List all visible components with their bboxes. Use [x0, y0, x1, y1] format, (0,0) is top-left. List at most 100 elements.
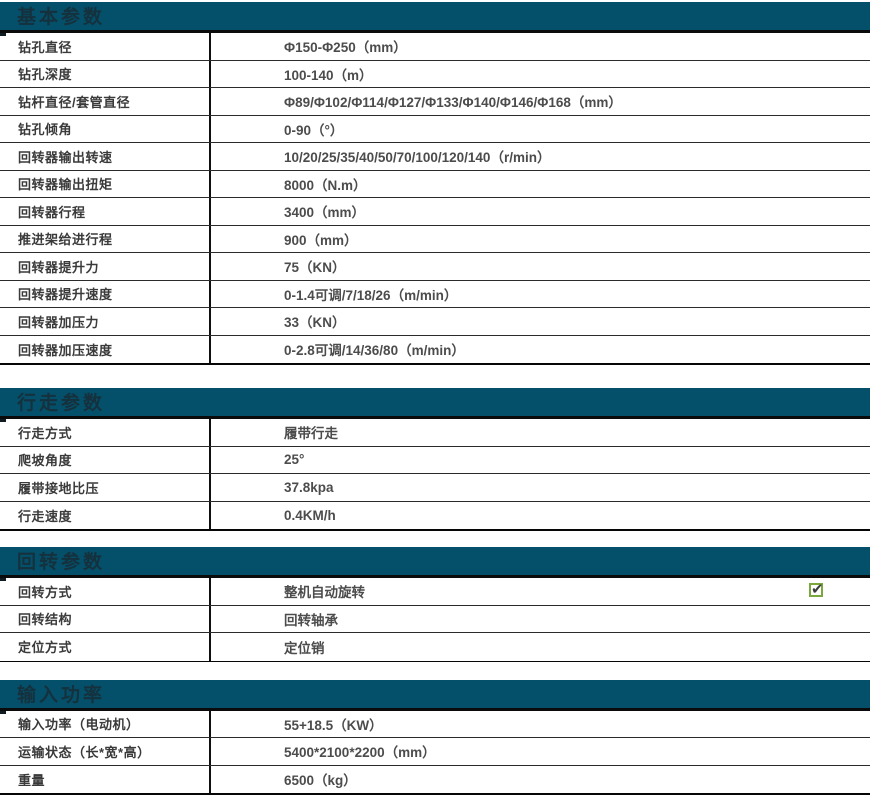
spec-value-cell: 回转轴承 [211, 606, 870, 633]
spec-label: 钻孔倾角 [0, 115, 211, 142]
spec-value-cell: 0-2.8可调/14/36/80（m/min） [211, 336, 870, 364]
spec-label: 钻孔深度 [0, 60, 211, 87]
spec-label: 定位方式 [0, 633, 211, 661]
table-row: 回转器提升力 75（KN） [0, 253, 870, 281]
spec-label: 爬坡角度 [0, 446, 211, 473]
spec-table: 钻孔直径 Φ150-Φ250（mm） 钻孔深度 100-140（m） 钻杆直径/… [0, 33, 870, 365]
spec-value: 900（mm） [284, 232, 358, 248]
section-title: 基本参数 [17, 7, 106, 28]
table-row: 钻孔直径 Φ150-Φ250（mm） [0, 33, 870, 61]
spec-label: 回转器提升速度 [0, 280, 211, 307]
spec-section-1: 行走参数 行走方式 履带行走 爬坡角度 25° 履带接地比压 37.8kpa 行… [0, 388, 870, 531]
spec-section-3: 输入功率 输入功率（电动机） 55+18.5（KW） 运输状态（长*宽*高） 5… [0, 679, 870, 795]
spec-value-cell: 25° [211, 447, 870, 474]
table-row: 回转结构 回转轴承 [0, 605, 870, 633]
spec-value: 0-90（°） [284, 122, 344, 138]
table-row: 回转器提升速度 0-1.4可调/7/18/26（m/min） [0, 280, 870, 308]
table-row: 运输状态（长*宽*高） 5400*2100*2200（mm） [0, 738, 870, 766]
section-header: 行走参数 [0, 388, 870, 422]
spec-value-cell: 履带行走 [211, 419, 870, 446]
spec-value: 0-1.4可调/7/18/26（m/min） [284, 287, 458, 303]
spec-value-cell: 5400*2100*2200（mm） [211, 738, 870, 765]
spec-value-cell: Φ150-Φ250（mm） [211, 33, 870, 60]
table-row: 回转器加压力 33（KN） [0, 308, 870, 336]
spec-value-cell: 0.4KM/h [211, 502, 870, 530]
spec-table: 行走方式 履带行走 爬坡角度 25° 履带接地比压 37.8kpa 行走速度 0… [0, 419, 870, 531]
table-row: 回转方式 整机自动旋转 ✔ [0, 578, 870, 606]
spec-value: Φ150-Φ250（mm） [284, 40, 407, 56]
spec-value: 5400*2100*2200（mm） [284, 745, 436, 761]
spec-value-cell: 0-90（°） [211, 116, 870, 143]
spec-value-cell: 定位销 [211, 633, 870, 661]
spec-value-cell: 10/20/25/35/40/50/70/100/120/140（r/min） [211, 143, 870, 170]
spec-value: 0.4KM/h [284, 507, 336, 523]
spec-value-cell: 3400（mm） [211, 198, 870, 225]
spec-value: 0-2.8可调/14/36/80（m/min） [284, 343, 465, 359]
spec-value-cell: 75（KN） [211, 253, 870, 280]
table-row: 输入功率（电动机） 55+18.5（KW） [0, 710, 870, 738]
spec-value: 33（KN） [284, 315, 346, 331]
section-title: 回转参数 [17, 552, 106, 573]
spec-value-cell: Φ89/Φ102/Φ114/Φ127/Φ133/Φ140/Φ146/Φ168（m… [211, 88, 870, 115]
spec-value: 定位销 [284, 640, 325, 656]
spec-value-cell: 33（KN） [211, 308, 870, 335]
spec-value-cell: 100-140（m） [211, 61, 870, 88]
spec-value-cell: 0-1.4可调/7/18/26（m/min） [211, 281, 870, 308]
spec-label: 回转器输出扭矩 [0, 170, 211, 197]
checked-checkbox-icon[interactable]: ✔ [809, 581, 824, 598]
spec-value-cell: 8000（N.m） [211, 171, 870, 198]
spec-value-cell: 55+18.5（KW） [211, 711, 870, 738]
section-title: 行走参数 [17, 393, 106, 414]
spec-label: 重量 [0, 765, 211, 793]
spec-value: 100-140（m） [284, 67, 373, 83]
table-row: 重量 6500（kg） [0, 765, 870, 794]
section-title: 输入功率 [17, 684, 106, 706]
spec-label: 回转器输出转速 [0, 143, 211, 170]
spec-value: 8000（N.m） [284, 177, 367, 193]
spec-value: 6500（kg） [284, 773, 357, 789]
spec-value: 回转轴承 [284, 612, 338, 628]
spec-section-0: 基本参数 钻孔直径 Φ150-Φ250（mm） 钻孔深度 100-140（m） … [0, 2, 870, 365]
table-row: 回转器输出转速 10/20/25/35/40/50/70/100/120/140… [0, 143, 870, 171]
spec-value: 75（KN） [284, 260, 346, 276]
spec-label: 履带接地比压 [0, 474, 211, 501]
table-row: 回转器输出扭矩 8000（N.m） [0, 170, 870, 198]
table-row: 回转器行程 3400（mm） [0, 198, 870, 226]
section-header: 输入功率 [0, 679, 870, 714]
spec-label: 推进架给进行程 [0, 225, 211, 252]
spec-value: 55+18.5（KW） [284, 717, 383, 733]
spec-label: 钻孔直径 [0, 33, 211, 60]
table-row: 行走方式 履带行走 [0, 419, 870, 447]
table-row: 爬坡角度 25° [0, 446, 870, 474]
table-row: 定位方式 定位销 [0, 633, 870, 661]
spec-label: 回转器提升力 [0, 253, 211, 280]
spec-value-cell: 6500（kg） [211, 766, 870, 794]
spec-table: 回转方式 整机自动旋转 ✔ 回转结构 回转轴承 定位方式 定位销 [0, 578, 870, 662]
table-row: 回转器加压速度 0-2.8可调/14/36/80（m/min） [0, 335, 870, 364]
spec-label: 回转器加压速度 [0, 335, 211, 363]
spec-label: 回转方式 [0, 578, 211, 605]
spec-value: 整机自动旋转 [284, 585, 365, 601]
spec-label: 输入功率（电动机） [0, 710, 211, 737]
spec-label: 行走速度 [0, 501, 211, 529]
table-row: 钻孔倾角 0-90（°） [0, 115, 870, 143]
spec-value: 10/20/25/35/40/50/70/100/120/140（r/min） [284, 150, 551, 166]
spec-section-2: 回转参数 回转方式 整机自动旋转 ✔ 回转结构 回转轴承 定位方式 定位销 [0, 547, 870, 662]
spec-value: 履带行走 [284, 426, 338, 442]
table-row: 钻孔深度 100-140（m） [0, 60, 870, 88]
spec-label: 行走方式 [0, 419, 211, 446]
spec-value: 3400（mm） [284, 205, 366, 221]
spec-table: 输入功率（电动机） 55+18.5（KW） 运输状态（长*宽*高） 5400*2… [0, 710, 870, 795]
spec-value-cell: 37.8kpa [211, 474, 870, 501]
section-header: 回转参数 [0, 547, 870, 581]
spec-value: Φ89/Φ102/Φ114/Φ127/Φ133/Φ140/Φ146/Φ168（m… [284, 95, 622, 111]
spec-label: 回转器加压力 [0, 308, 211, 335]
spec-value: 25° [284, 452, 305, 468]
spec-value-cell: 整机自动旋转 ✔ [211, 578, 870, 605]
spec-value-cell: 900（mm） [211, 226, 870, 253]
table-row: 推进架给进行程 900（mm） [0, 225, 870, 253]
table-row: 履带接地比压 37.8kpa [0, 474, 870, 502]
table-row: 钻杆直径/套管直径 Φ89/Φ102/Φ114/Φ127/Φ133/Φ140/Φ… [0, 88, 870, 116]
table-row: 行走速度 0.4KM/h [0, 501, 870, 530]
